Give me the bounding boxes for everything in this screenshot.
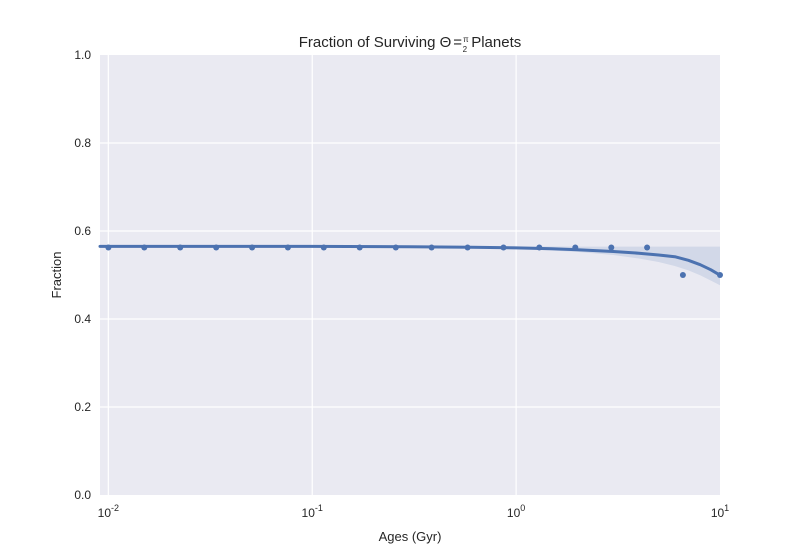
x-tick-label: 100 <box>507 503 525 520</box>
chart-title: Fraction of Surviving Θ =π 2 Planets <box>299 34 522 54</box>
data-point <box>105 244 112 251</box>
data-point <box>608 244 615 251</box>
data-point <box>249 244 256 251</box>
data-point <box>284 244 291 251</box>
data-point <box>320 244 327 251</box>
y-tick-labels: 0.0 0.2 0.4 0.6 0.8 1.0 <box>74 48 91 502</box>
y-tick-label: 0.2 <box>74 400 91 414</box>
x-tick-label: 10-2 <box>98 503 119 520</box>
data-point <box>177 244 184 251</box>
data-point <box>356 244 363 251</box>
data-point <box>644 244 651 251</box>
data-point <box>213 244 220 251</box>
points-layer <box>105 244 723 278</box>
confidence-band-layer <box>100 245 720 286</box>
y-tick-label: 1.0 <box>74 48 91 62</box>
y-tick-label: 0.0 <box>74 488 91 502</box>
x-tick-labels: 10-2 10-1 100 101 <box>98 503 730 520</box>
data-point <box>500 244 507 251</box>
data-point <box>717 272 723 278</box>
plot-area <box>100 55 720 495</box>
data-point <box>679 272 686 278</box>
y-tick-label: 0.6 <box>74 224 91 238</box>
confidence-band <box>100 245 720 286</box>
grid-layer <box>100 55 720 495</box>
y-axis-label: Fraction <box>49 252 64 299</box>
data-point <box>572 244 579 251</box>
data-point <box>392 244 399 251</box>
x-tick-label: 10-1 <box>302 503 323 520</box>
data-point <box>428 244 435 251</box>
data-point <box>141 244 148 251</box>
x-tick-label: 101 <box>711 503 729 520</box>
y-tick-label: 0.8 <box>74 136 91 150</box>
data-point <box>464 244 471 251</box>
data-point <box>536 244 543 251</box>
x-axis-label: Ages (Gyr) <box>379 529 442 544</box>
y-tick-label: 0.4 <box>74 312 91 326</box>
